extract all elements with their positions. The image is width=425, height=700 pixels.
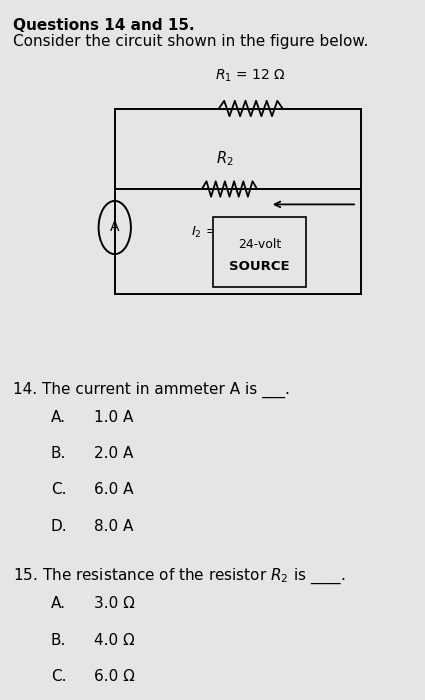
Text: 8.0 A: 8.0 A <box>94 519 133 533</box>
Text: Questions 14 and 15.: Questions 14 and 15. <box>13 18 194 32</box>
Text: 2.0 A: 2.0 A <box>94 446 133 461</box>
Text: $I_2$ = 6.0 amp: $I_2$ = 6.0 amp <box>191 224 277 240</box>
Text: C.: C. <box>51 482 66 497</box>
Text: 1.0 A: 1.0 A <box>94 410 133 424</box>
Text: $R_1$ = 12 Ω: $R_1$ = 12 Ω <box>215 68 286 84</box>
Text: C.: C. <box>51 669 66 684</box>
Text: B.: B. <box>51 633 66 648</box>
Text: 24-volt: 24-volt <box>238 239 281 251</box>
Text: A.: A. <box>51 596 66 611</box>
Text: 6.0 A: 6.0 A <box>94 482 133 497</box>
Text: SOURCE: SOURCE <box>229 260 289 272</box>
Text: A: A <box>110 220 119 234</box>
Text: 6.0 Ω: 6.0 Ω <box>94 669 134 684</box>
Text: 15. The resistance of the resistor $R_2$ is ____.: 15. The resistance of the resistor $R_2$… <box>13 567 346 587</box>
Text: 14. The current in ammeter A is ___.: 14. The current in ammeter A is ___. <box>13 382 289 398</box>
Text: Consider the circuit shown in the figure below.: Consider the circuit shown in the figure… <box>13 34 368 48</box>
Text: B.: B. <box>51 446 66 461</box>
Text: 4.0 Ω: 4.0 Ω <box>94 633 134 648</box>
FancyBboxPatch shape <box>212 217 306 287</box>
Text: $R_2$: $R_2$ <box>216 149 234 168</box>
Text: 3.0 Ω: 3.0 Ω <box>94 596 134 611</box>
Text: D.: D. <box>51 519 68 533</box>
Text: A.: A. <box>51 410 66 424</box>
